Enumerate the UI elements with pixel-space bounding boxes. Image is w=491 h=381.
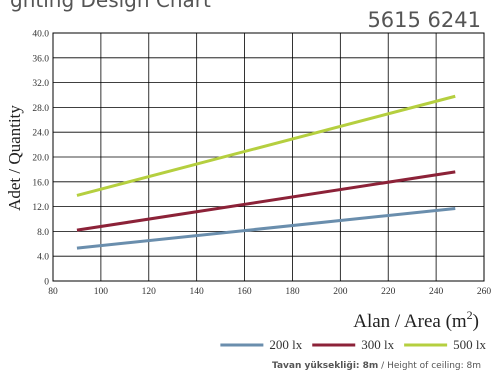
x-axis-ticks: 80 100 120 140 160 180 200 220 240 260: [48, 287, 491, 297]
x-tick-label: 140: [190, 287, 205, 297]
x-axis-label-close: ): [473, 311, 479, 332]
legend-label: 500 lx: [453, 337, 486, 352]
chart-title: ghting Design Chart: [10, 0, 211, 12]
x-axis-label-text: Alan / Area (m: [353, 311, 467, 332]
x-axis-label-sup: 2: [467, 308, 473, 322]
x-tick-label: 220: [381, 287, 396, 297]
x-tick-label: 200: [333, 287, 348, 297]
x-tick-label: 160: [237, 287, 252, 297]
product-code: 5615 6241: [367, 8, 481, 32]
chart-grid: [53, 33, 484, 281]
y-tick-label: 24.0: [32, 129, 49, 139]
y-tick-label: 8.0: [37, 228, 49, 238]
ceiling-height-en: Height of ceiling: 8m: [387, 361, 481, 371]
x-tick-label: 120: [142, 287, 157, 297]
y-tick-label: 28.0: [32, 104, 49, 114]
series-lines: [76, 94, 456, 250]
chart-legend: 200 lx 300 lx 500 lx: [220, 337, 486, 352]
y-axis-label: Adet / Quantity: [5, 105, 24, 211]
y-tick-label: 16.0: [32, 178, 49, 188]
y-tick-label: 12.0: [32, 203, 49, 213]
ceiling-height-separator: /: [378, 361, 388, 371]
legend-label: 200 lx: [269, 337, 302, 352]
y-tick-label: 0: [44, 278, 49, 288]
y-tick-label: 40.0: [32, 30, 49, 40]
y-tick-label: 20.0: [32, 154, 49, 164]
series-line: [76, 206, 456, 250]
x-tick-label: 240: [429, 287, 444, 297]
plot-area-frame: [52, 32, 485, 282]
x-tick-label: 180: [285, 287, 300, 297]
legend-label: 300 lx: [361, 337, 394, 352]
x-tick-label: 80: [48, 287, 58, 297]
y-tick-label: 32.0: [32, 79, 49, 89]
series-line: [76, 170, 456, 232]
ceiling-height-tr: Tavan yüksekliği: 8m: [271, 361, 379, 371]
series-line: [76, 94, 456, 197]
x-tick-label: 260: [477, 287, 491, 297]
ceiling-height-note: Tavan yüksekliği: 8m / Height of ceiling…: [272, 361, 481, 371]
y-tick-label: 36.0: [32, 54, 49, 64]
x-axis-label: Alan / Area (m2): [353, 308, 479, 332]
y-tick-label: 4.0: [37, 253, 49, 263]
y-axis-ticks: 0 4.0 8.0 12.0 16.0 20.0 24.0 28.0 32.0 36.0 40.0: [32, 30, 49, 288]
plot-frame: [52, 32, 485, 282]
x-tick-label: 100: [94, 287, 109, 297]
